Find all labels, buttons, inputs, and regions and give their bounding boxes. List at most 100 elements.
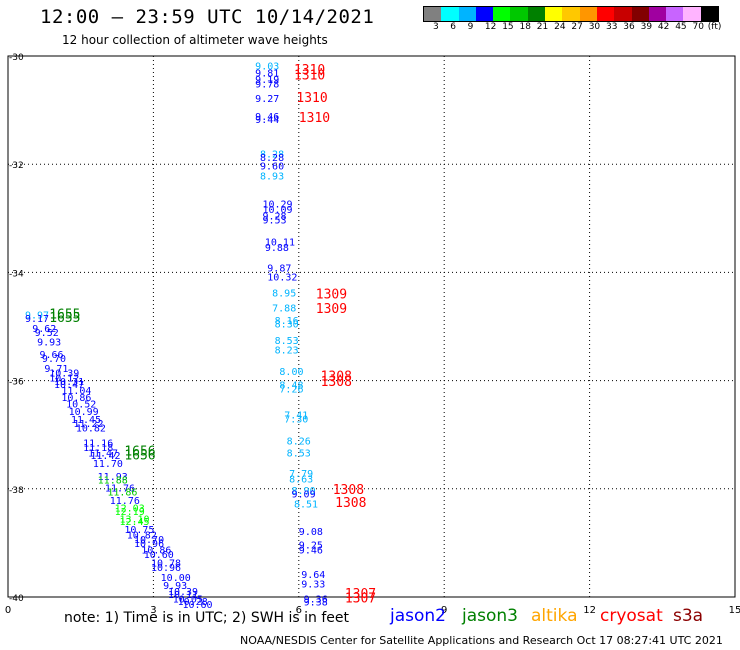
swh-point: 9.08 — [299, 527, 323, 538]
swh-point: 9.93 — [37, 337, 61, 348]
colorbar-swatch — [700, 7, 719, 21]
swh-colorbar — [423, 6, 720, 22]
colorbar-units: (ft) — [707, 22, 722, 32]
swh-point: 11.86 — [107, 487, 137, 498]
swh-point: 9.53 — [262, 216, 286, 227]
swh-point: 10.82 — [76, 423, 106, 434]
swh-point: 11.45 — [71, 415, 101, 426]
time-label: 1308 — [321, 370, 352, 385]
swh-point: 10.29 — [262, 199, 292, 210]
swh-point: 8.28 — [260, 153, 284, 164]
swh-point: 11.22 — [73, 419, 103, 430]
swh-point: 8.30 — [275, 320, 299, 331]
colorbar-label: 39 — [640, 22, 653, 32]
colorbar-swatch — [441, 7, 459, 21]
swh-point: 10.99 — [69, 407, 99, 418]
swh-point: 10.82 — [127, 531, 157, 542]
colorbar-swatch — [614, 7, 632, 21]
legend-altika: altika — [531, 606, 578, 626]
colorbar-label: 27 — [571, 22, 583, 32]
swh-point: 10.11 — [168, 590, 198, 601]
x-tick-label: 6 — [296, 605, 302, 616]
colorbar-swatch — [666, 7, 684, 21]
x-tick-label: 12 — [583, 605, 596, 616]
swh-point: 10.78 — [151, 559, 181, 570]
swh-point: 11.04 — [61, 386, 91, 397]
y-tick-label: -40 — [9, 594, 24, 604]
colorbar-swatch — [458, 7, 476, 21]
colorbar-label: 6 — [450, 22, 457, 32]
colorbar-swatch — [475, 7, 494, 21]
swh-point: 8.90 — [292, 486, 316, 497]
colorbar-swatch — [493, 7, 511, 21]
swh-point: 8.26 — [287, 436, 311, 447]
swh-point: 8.95 — [272, 289, 296, 300]
swh-point: 9.93 — [163, 581, 187, 592]
swh-point: 9.28 — [262, 211, 286, 222]
colorbar-swatch — [648, 7, 667, 21]
time-label: 1310 — [294, 68, 325, 83]
swh-point: 8.28 — [260, 150, 284, 161]
swh-point: 10.60 — [182, 600, 212, 611]
swh-point: 8.63 — [289, 474, 313, 485]
colorbar-label: 12 — [484, 22, 497, 32]
swh-point: 8.53 — [275, 336, 299, 347]
colorbar-label: 70 — [692, 22, 704, 32]
y-tick-label: -38 — [9, 486, 24, 496]
x-tick-label: 3 — [150, 605, 156, 616]
swh-point: 10.39 — [49, 368, 79, 379]
swh-point: 12.03 — [115, 504, 145, 515]
colorbar-label: 3 — [433, 22, 439, 32]
colorbar-label: 9 — [467, 22, 474, 32]
page-title: 12:00 – 23:59 UTC 10/14/2021 — [40, 6, 375, 28]
colorbar-label: 21 — [536, 22, 549, 32]
swh-point: 10.31 — [54, 377, 84, 388]
chart-subtitle: 12 hour collection of altimeter wave hei… — [62, 33, 328, 47]
colorbar-label: 45 — [675, 22, 687, 32]
swh-point: 7.88 — [272, 303, 296, 314]
time-label: 1308 — [335, 496, 366, 511]
colorbar-swatch — [510, 7, 528, 21]
swh-point: 11.76 — [110, 496, 140, 507]
swh-point: 9.17 — [25, 314, 49, 325]
swh-point: 11.70 — [93, 459, 123, 470]
swh-point: 9.52 — [35, 328, 59, 339]
swh-point: 10.05 — [173, 594, 203, 605]
colorbar-swatch — [424, 7, 442, 21]
colorbar-label: 33 — [606, 22, 618, 32]
swh-point: 12.19 — [115, 507, 145, 518]
colorbar-label: 18 — [519, 22, 531, 32]
swh-point: 8.48 — [279, 381, 303, 392]
colorbar-label: 36 — [623, 22, 635, 32]
colorbar-swatch — [562, 7, 580, 21]
colorbar-label: 24 — [554, 22, 566, 32]
swh-point: 9.62 — [32, 324, 56, 335]
swh-point: 8.00 — [279, 367, 303, 378]
swh-point: 9.66 — [40, 350, 64, 361]
time-label: 1310 — [294, 63, 325, 78]
colorbar-swatch — [596, 7, 615, 21]
y-tick-label: -34 — [9, 269, 24, 279]
time-label: 1308 — [333, 483, 364, 498]
time-label: 1307 — [345, 591, 376, 606]
colorbar-label: 42 — [657, 22, 670, 32]
swh-point: 10.60 — [144, 550, 174, 561]
swh-point: 10.96 — [134, 539, 164, 550]
swh-point: 12.45 — [119, 517, 149, 528]
swh-point: 9.33 — [301, 579, 325, 590]
footer-credit: NOAA/NESDIS Center for Satellite Applica… — [240, 634, 723, 647]
swh-point: 10.32 — [267, 273, 297, 284]
swh-point: 9.36 — [304, 594, 328, 605]
y-tick-label: -30 — [9, 53, 24, 63]
swh-point: 13.10 — [119, 514, 149, 525]
swh-point: 7.30 — [284, 414, 308, 425]
swh-point: 11.93 — [98, 472, 128, 483]
swh-point: 11.42 — [90, 451, 120, 462]
colorbar-swatch — [527, 7, 546, 21]
colorbar-swatch — [579, 7, 597, 21]
swh-point: 9.19 — [255, 75, 279, 86]
swh-point: 9.97 — [25, 310, 49, 321]
swh-point: 9.46 — [299, 546, 323, 557]
swh-point: 8.16 — [275, 316, 299, 327]
swh-point: 9.70 — [42, 354, 66, 365]
